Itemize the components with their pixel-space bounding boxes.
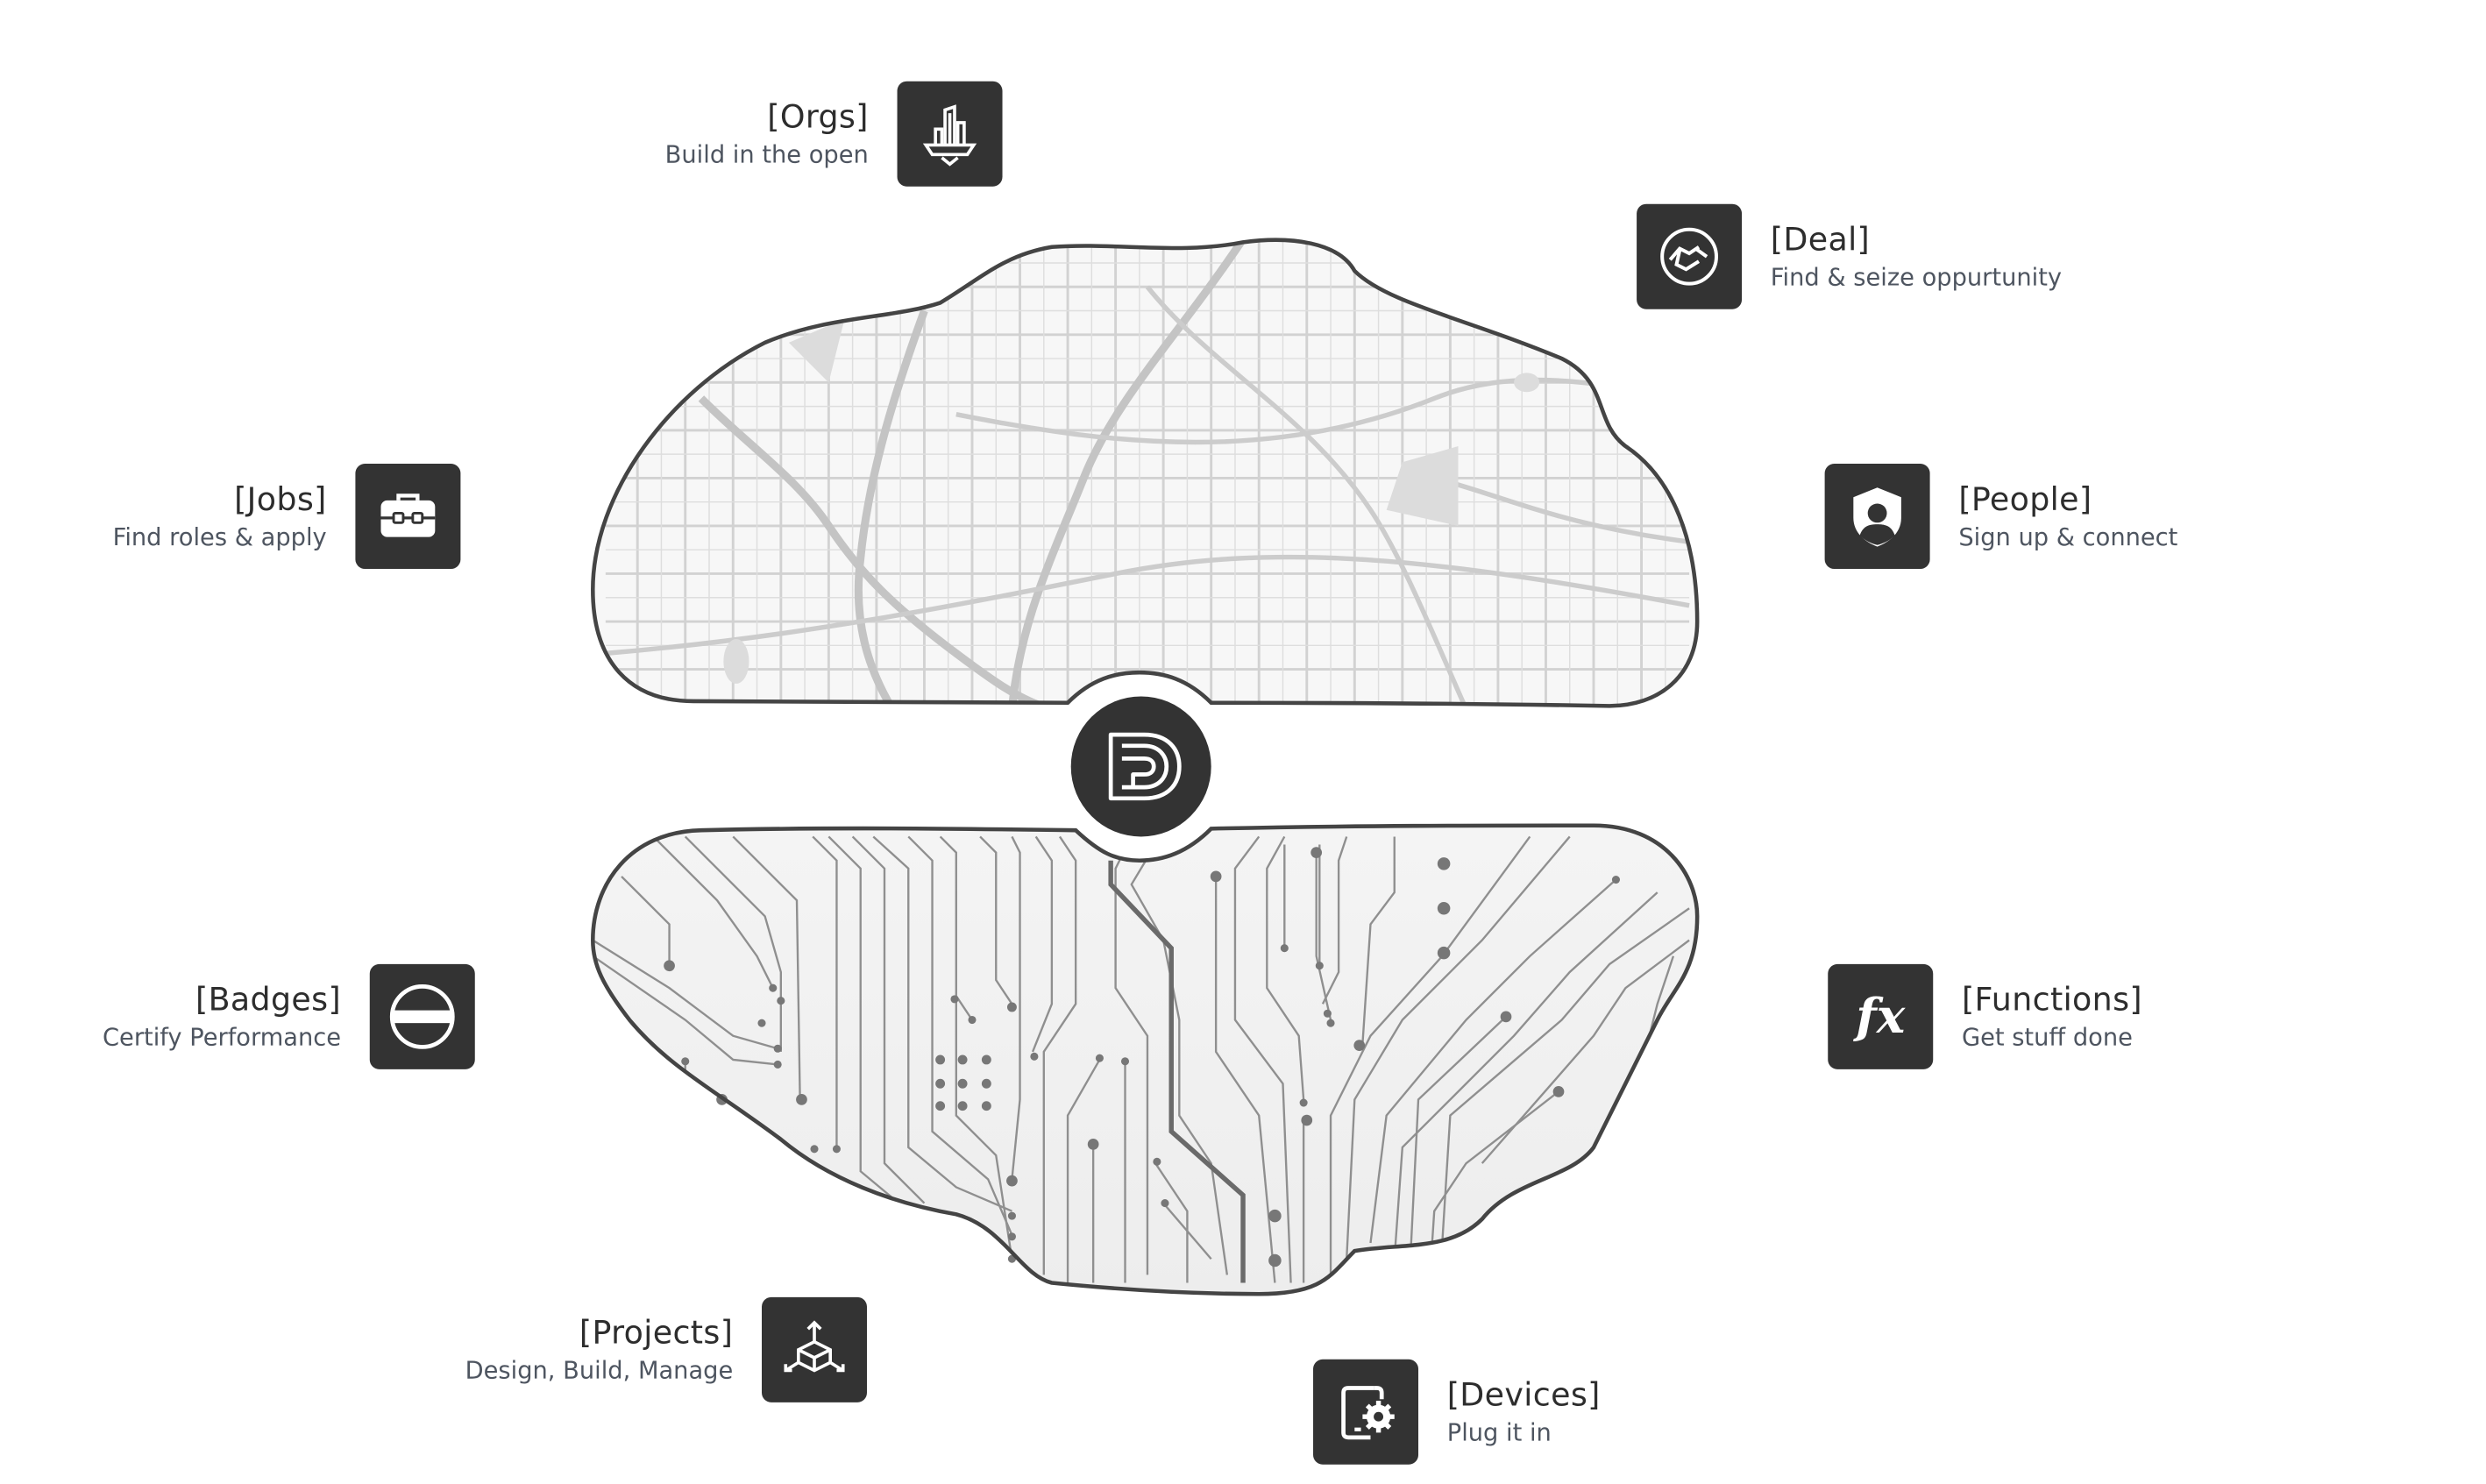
user-shield-icon[interactable] [1824, 464, 1930, 570]
function-glyph: fx [1856, 989, 1906, 1045]
function-icon[interactable]: fx [1828, 963, 1934, 1069]
people-item[interactable]: [People] Sign up & connect [1824, 464, 2178, 570]
devices-subtitle: Plug it in [1446, 1418, 1552, 1447]
projects-title: [Projects] [579, 1313, 734, 1352]
badges-title: [Badges] [195, 980, 342, 1019]
briefcase-icon[interactable] [355, 464, 461, 570]
dp-logo-icon[interactable] [1070, 696, 1211, 837]
jobs-item[interactable]: [Jobs] Find roles & apply [112, 464, 461, 570]
projects-subtitle: Design, Build, Manage [465, 1356, 734, 1385]
people-subtitle: Sign up & connect [1958, 522, 2178, 552]
circuit-board [591, 823, 1700, 1296]
device-settings-icon[interactable] [1313, 1359, 1419, 1465]
functions-item[interactable]: fx [Functions] Get stuff done [1828, 963, 2142, 1069]
projects-item[interactable]: [Projects] Design, Build, Manage [465, 1296, 867, 1402]
functions-subtitle: Get stuff done [1961, 1023, 2133, 1052]
badges-item[interactable]: [Badges] Certify Performance [103, 963, 475, 1069]
handshake-icon[interactable] [1637, 203, 1743, 309]
deal-subtitle: Find & seize oppurtunity [1770, 262, 2063, 292]
orgs-subtitle: Build in the open [664, 139, 869, 169]
jobs-title: [Jobs] [234, 479, 327, 518]
city-map [591, 238, 1700, 708]
deal-title: [Deal] [1770, 219, 1871, 259]
cube-icon[interactable] [762, 1296, 867, 1402]
buildings-icon[interactable] [897, 81, 1003, 187]
deal-item[interactable]: [Deal] Find & seize oppurtunity [1637, 203, 2063, 309]
jobs-subtitle: Find roles & apply [112, 522, 327, 552]
badge-icon[interactable] [369, 963, 475, 1069]
orgs-item[interactable]: [Orgs] Build in the open [664, 81, 1003, 187]
badges-subtitle: Certify Performance [103, 1023, 342, 1052]
devices-title: [Devices] [1446, 1374, 1601, 1414]
functions-title: [Functions] [1961, 980, 2142, 1019]
orgs-title: [Orgs] [767, 96, 869, 136]
people-title: [People] [1958, 479, 2092, 518]
devices-item[interactable]: [Devices] Plug it in [1313, 1359, 1601, 1465]
circuit-pads [664, 847, 1620, 1267]
